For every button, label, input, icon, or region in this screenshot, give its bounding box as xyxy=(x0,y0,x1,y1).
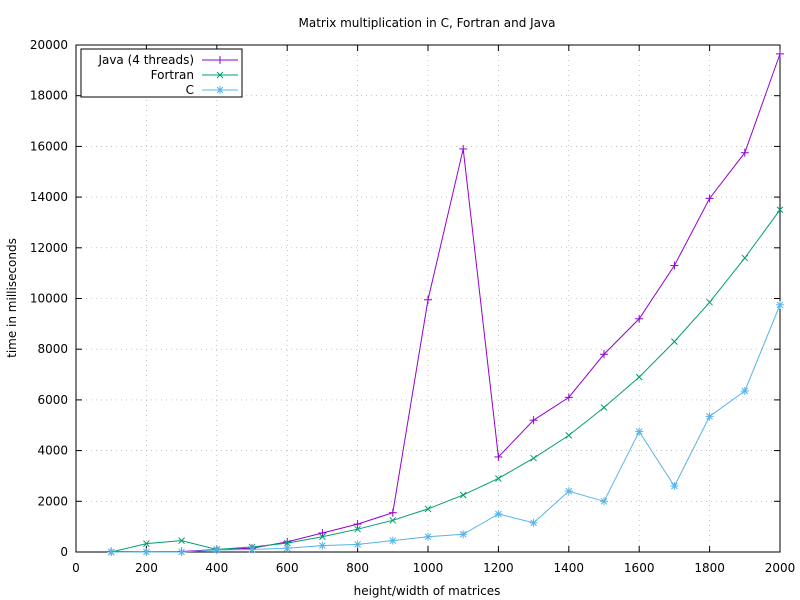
data-point-c xyxy=(776,300,784,309)
data-point-fortran xyxy=(565,432,573,439)
data-point-c xyxy=(283,544,292,553)
legend-label-java-4-threads: Java (4 threads) xyxy=(97,53,194,67)
data-point-java-4-threads xyxy=(670,261,679,270)
data-point-fortran xyxy=(319,533,326,541)
legend-marker-java-4-threads xyxy=(216,56,224,64)
data-point-fortran xyxy=(389,516,397,524)
y-tick-label: 4000 xyxy=(37,444,68,458)
data-point-fortran xyxy=(424,505,432,513)
y-tick-label: 14000 xyxy=(30,190,68,204)
series-line-c xyxy=(111,304,781,553)
data-point-fortran xyxy=(530,454,537,462)
data-point-java-4-threads xyxy=(388,508,397,517)
data-point-c xyxy=(459,530,468,539)
data-point-java-4-threads xyxy=(318,528,327,537)
data-point-c xyxy=(248,545,256,554)
data-point-c xyxy=(494,509,503,518)
data-point-c xyxy=(600,497,608,506)
data-point-fortran xyxy=(495,475,502,482)
x-tick-label: 200 xyxy=(135,561,158,575)
x-tick-label: 1000 xyxy=(413,561,444,575)
y-tick-label: 10000 xyxy=(30,292,68,306)
data-point-java-4-threads xyxy=(635,314,644,323)
x-tick-label: 1600 xyxy=(624,561,655,575)
x-axis-title: height/width of matrices xyxy=(354,584,501,598)
x-tick-label: 600 xyxy=(276,561,299,575)
data-point-c xyxy=(564,487,573,496)
x-tick-label: 1400 xyxy=(554,561,585,575)
x-tick-label: 800 xyxy=(346,561,369,575)
data-point-java-4-threads xyxy=(740,148,749,157)
y-tick-label: 20000 xyxy=(30,38,68,52)
data-point-java-4-threads xyxy=(564,393,573,402)
ticks: 0 200 400 600 800 1000 1200 1400 1600 1800 2000020… xyxy=(30,38,795,575)
legend-label-c: C xyxy=(186,83,194,97)
y-tick-label: 2000 xyxy=(37,494,68,508)
y-tick-label: 16000 xyxy=(30,139,68,153)
x-tick-label: 1800 xyxy=(694,561,725,575)
data-point-java-4-threads xyxy=(494,452,503,461)
x-tick-label: 2000 xyxy=(765,561,796,575)
legend-box xyxy=(80,48,243,98)
data-point-c xyxy=(740,387,749,396)
data-point-c xyxy=(318,541,327,550)
legend-marker-c xyxy=(216,86,224,94)
x-tick-label: 400 xyxy=(205,561,228,575)
data-point-c xyxy=(107,548,116,556)
x-tick-label: 1200 xyxy=(483,561,514,575)
data-point-java-4-threads xyxy=(705,194,714,203)
legend-marker-fortran xyxy=(216,71,224,79)
x-tick-label: 0 xyxy=(72,561,80,575)
data-point-fortran xyxy=(706,298,713,306)
data-point-c xyxy=(212,545,221,554)
legend-label-fortran: Fortran xyxy=(151,68,194,82)
data-point-java-4-threads xyxy=(459,144,468,153)
data-point-fortran xyxy=(741,254,749,262)
y-axis-title: time in milliseconds xyxy=(5,238,19,358)
y-tick-label: 12000 xyxy=(30,241,68,255)
data-point-c xyxy=(424,532,432,541)
data-point-fortran xyxy=(283,539,291,547)
data-point-fortran xyxy=(459,491,467,499)
y-tick-label: 18000 xyxy=(30,89,68,103)
data-point-fortran xyxy=(143,540,150,547)
data-point-c xyxy=(529,518,538,527)
data-point-fortran xyxy=(671,338,678,345)
data-point-c xyxy=(705,412,714,421)
chart-title: Matrix multiplication in C, Fortran and … xyxy=(299,16,556,30)
data-point-java-4-threads xyxy=(353,520,362,529)
data-point-fortran xyxy=(635,373,643,381)
data-point-fortran xyxy=(178,537,185,544)
data-point-fortran xyxy=(354,525,361,533)
data-point-java-4-threads xyxy=(776,49,784,58)
data-point-fortran xyxy=(776,206,784,214)
data-point-fortran xyxy=(600,404,608,411)
data-point-c xyxy=(353,540,362,549)
data-point-c xyxy=(142,548,151,556)
series-line-fortran xyxy=(111,209,781,553)
y-tick-label: 6000 xyxy=(37,393,68,407)
y-tick-label: 0 xyxy=(60,545,68,559)
series-group xyxy=(107,49,784,556)
data-point-java-4-threads xyxy=(529,416,538,425)
data-point-c xyxy=(635,427,644,436)
data-point-java-4-threads xyxy=(600,350,608,359)
data-point-c xyxy=(388,536,397,545)
data-point-c xyxy=(177,548,186,556)
data-point-java-4-threads xyxy=(424,295,432,304)
data-point-c xyxy=(670,482,679,491)
y-tick-label: 8000 xyxy=(37,342,68,356)
